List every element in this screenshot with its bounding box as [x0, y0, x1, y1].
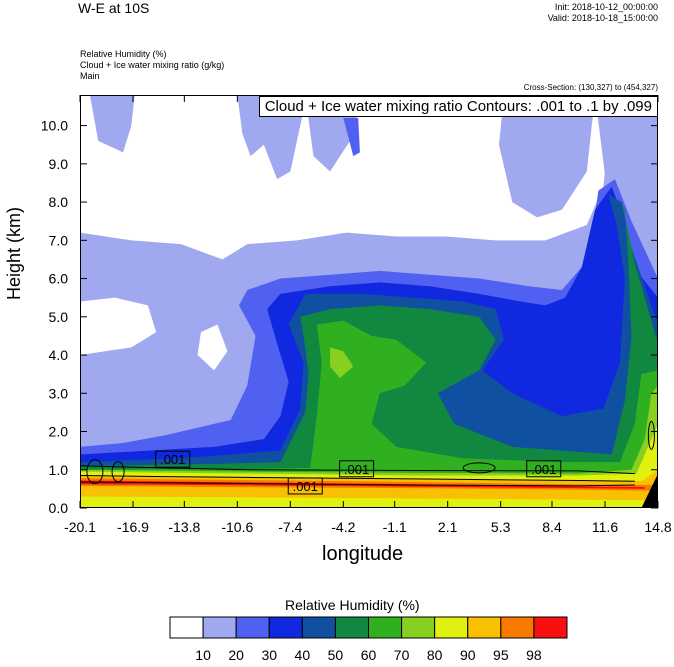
time-info: Init: 2018-10-12_00:00:00 Valid: 2018-10… — [548, 2, 658, 24]
colorbar-swatch — [202, 616, 237, 639]
contour-line-3 — [79, 481, 635, 487]
colorbar-swatch — [334, 616, 369, 639]
rh-band-20-upper-a — [89, 95, 135, 153]
colorbar-swatch — [169, 616, 204, 639]
x-tick-label: -10.6 — [221, 519, 253, 535]
y-tick-label: 2.0 — [49, 424, 69, 440]
contour-line-2 — [79, 465, 635, 475]
colorbar-swatch — [268, 616, 303, 639]
x-tick-label: -13.8 — [168, 519, 200, 535]
colorbar-swatch — [301, 616, 336, 639]
colorbar: 10 20 30 40 50 60 70 80 90 95 98 — [169, 616, 568, 663]
valid-time: Valid: 2018-10-18_15:00:00 — [547, 13, 658, 23]
cloud-contours: .001 .001 .001 .001 — [79, 420, 655, 495]
cross-section-info: Cross-Section: (130,327) to (454,327) — [523, 83, 658, 92]
contour-cell-2 — [111, 461, 125, 483]
y-tick-label: 10.0 — [41, 118, 68, 134]
chart-title: W-E at 10S — [78, 0, 150, 16]
rh-band-dry-mid — [197, 324, 228, 371]
y-tick-label: 1.0 — [49, 462, 69, 478]
colorbar-swatch — [368, 616, 403, 639]
x-tick-label: -16.9 — [117, 519, 149, 535]
y-tick-label: 5.0 — [49, 309, 69, 325]
y-tick-label: 7.0 — [49, 232, 69, 248]
y-tick-label: 9.0 — [49, 156, 69, 172]
colorbar-swatch — [235, 616, 270, 639]
colorbar-label: 80 — [427, 647, 443, 663]
colorbar-title: Relative Humidity (%) — [285, 597, 420, 613]
colorbar-swatch — [467, 616, 502, 639]
x-tick-label: 5.3 — [491, 519, 511, 535]
colorbar-label: 30 — [261, 647, 277, 663]
axes: -20.1 -16.9 -13.8 -10.6 -7.4 -4.2 -1.1 2.1 5.3 8.… — [41, 95, 672, 535]
x-tick-label: 14.8 — [644, 519, 671, 535]
contour-label: .001 — [293, 479, 318, 494]
x-tick-label: 8.4 — [542, 519, 562, 535]
colorbar-label: 20 — [228, 647, 244, 663]
init-time: Init: 2018-10-12_00:00:00 — [554, 2, 658, 12]
colorbar-label: 10 — [195, 647, 211, 663]
x-tick-label: -1.1 — [383, 519, 407, 535]
colorbar-label: 95 — [493, 647, 509, 663]
variable-rh: Relative Humidity (%) — [80, 49, 167, 59]
contour-info-box: Cloud + Ice water mixing ratio Contours:… — [258, 96, 658, 117]
colorbar-label: 90 — [460, 647, 476, 663]
rh-band-surface-low — [80, 496, 658, 508]
x-tick-label: -20.1 — [64, 519, 96, 535]
colorbar-swatch — [500, 616, 535, 639]
contour-label-box — [287, 477, 323, 495]
colorbar-label: 50 — [328, 647, 344, 663]
colorbar-label: 60 — [361, 647, 377, 663]
terrain — [641, 473, 658, 508]
contour-label: .001 — [160, 452, 185, 467]
x-tick-label: 2.1 — [438, 519, 458, 535]
rh-band-80-patch — [330, 347, 354, 378]
x-tick-label: 11.6 — [592, 519, 618, 535]
rh-band-dry-left — [80, 297, 157, 356]
contour-cell-1 — [86, 459, 104, 485]
contour-label: .001 — [531, 462, 556, 477]
x-tick-label: -4.2 — [331, 519, 355, 535]
rh-field — [80, 95, 658, 509]
y-tick-label: 0.0 — [49, 500, 69, 516]
y-tick-label: 4.0 — [49, 347, 69, 363]
rh-band-30-patch — [343, 117, 360, 157]
rh-band-20-upper-d — [499, 95, 596, 218]
colorbar-label: 40 — [295, 647, 311, 663]
x-tick-label: -7.4 — [278, 519, 302, 535]
contour-label: .001 — [344, 462, 369, 477]
y-axis-label: Height (km) — [4, 206, 24, 300]
colorbar-label: 98 — [526, 647, 542, 663]
variable-qcloud: Cloud + Ice water mixing ratio (g/kg) — [80, 60, 225, 70]
variable-list: Relative Humidity (%) Cloud + Ice water … — [80, 49, 224, 82]
y-tick-label: 8.0 — [49, 194, 69, 210]
colorbar-swatch — [533, 616, 568, 639]
rh-band-dry-upper — [80, 95, 609, 260]
contour-label-box — [339, 460, 375, 478]
contour-cell-4 — [647, 420, 655, 450]
colorbar-swatch — [434, 616, 469, 639]
variable-main: Main — [80, 71, 100, 81]
contour-cell-3 — [462, 462, 496, 474]
rh-band-70 — [80, 320, 658, 508]
contour-label-box — [155, 450, 191, 468]
colorbar-swatch — [401, 616, 436, 639]
contour-line-1 — [79, 474, 635, 482]
y-tick-label: 3.0 — [49, 385, 69, 401]
colorbar-label: 70 — [394, 647, 410, 663]
contour-label-box — [526, 460, 562, 478]
y-tick-label: 6.0 — [49, 271, 69, 287]
x-axis-label: longitude — [322, 543, 404, 565]
